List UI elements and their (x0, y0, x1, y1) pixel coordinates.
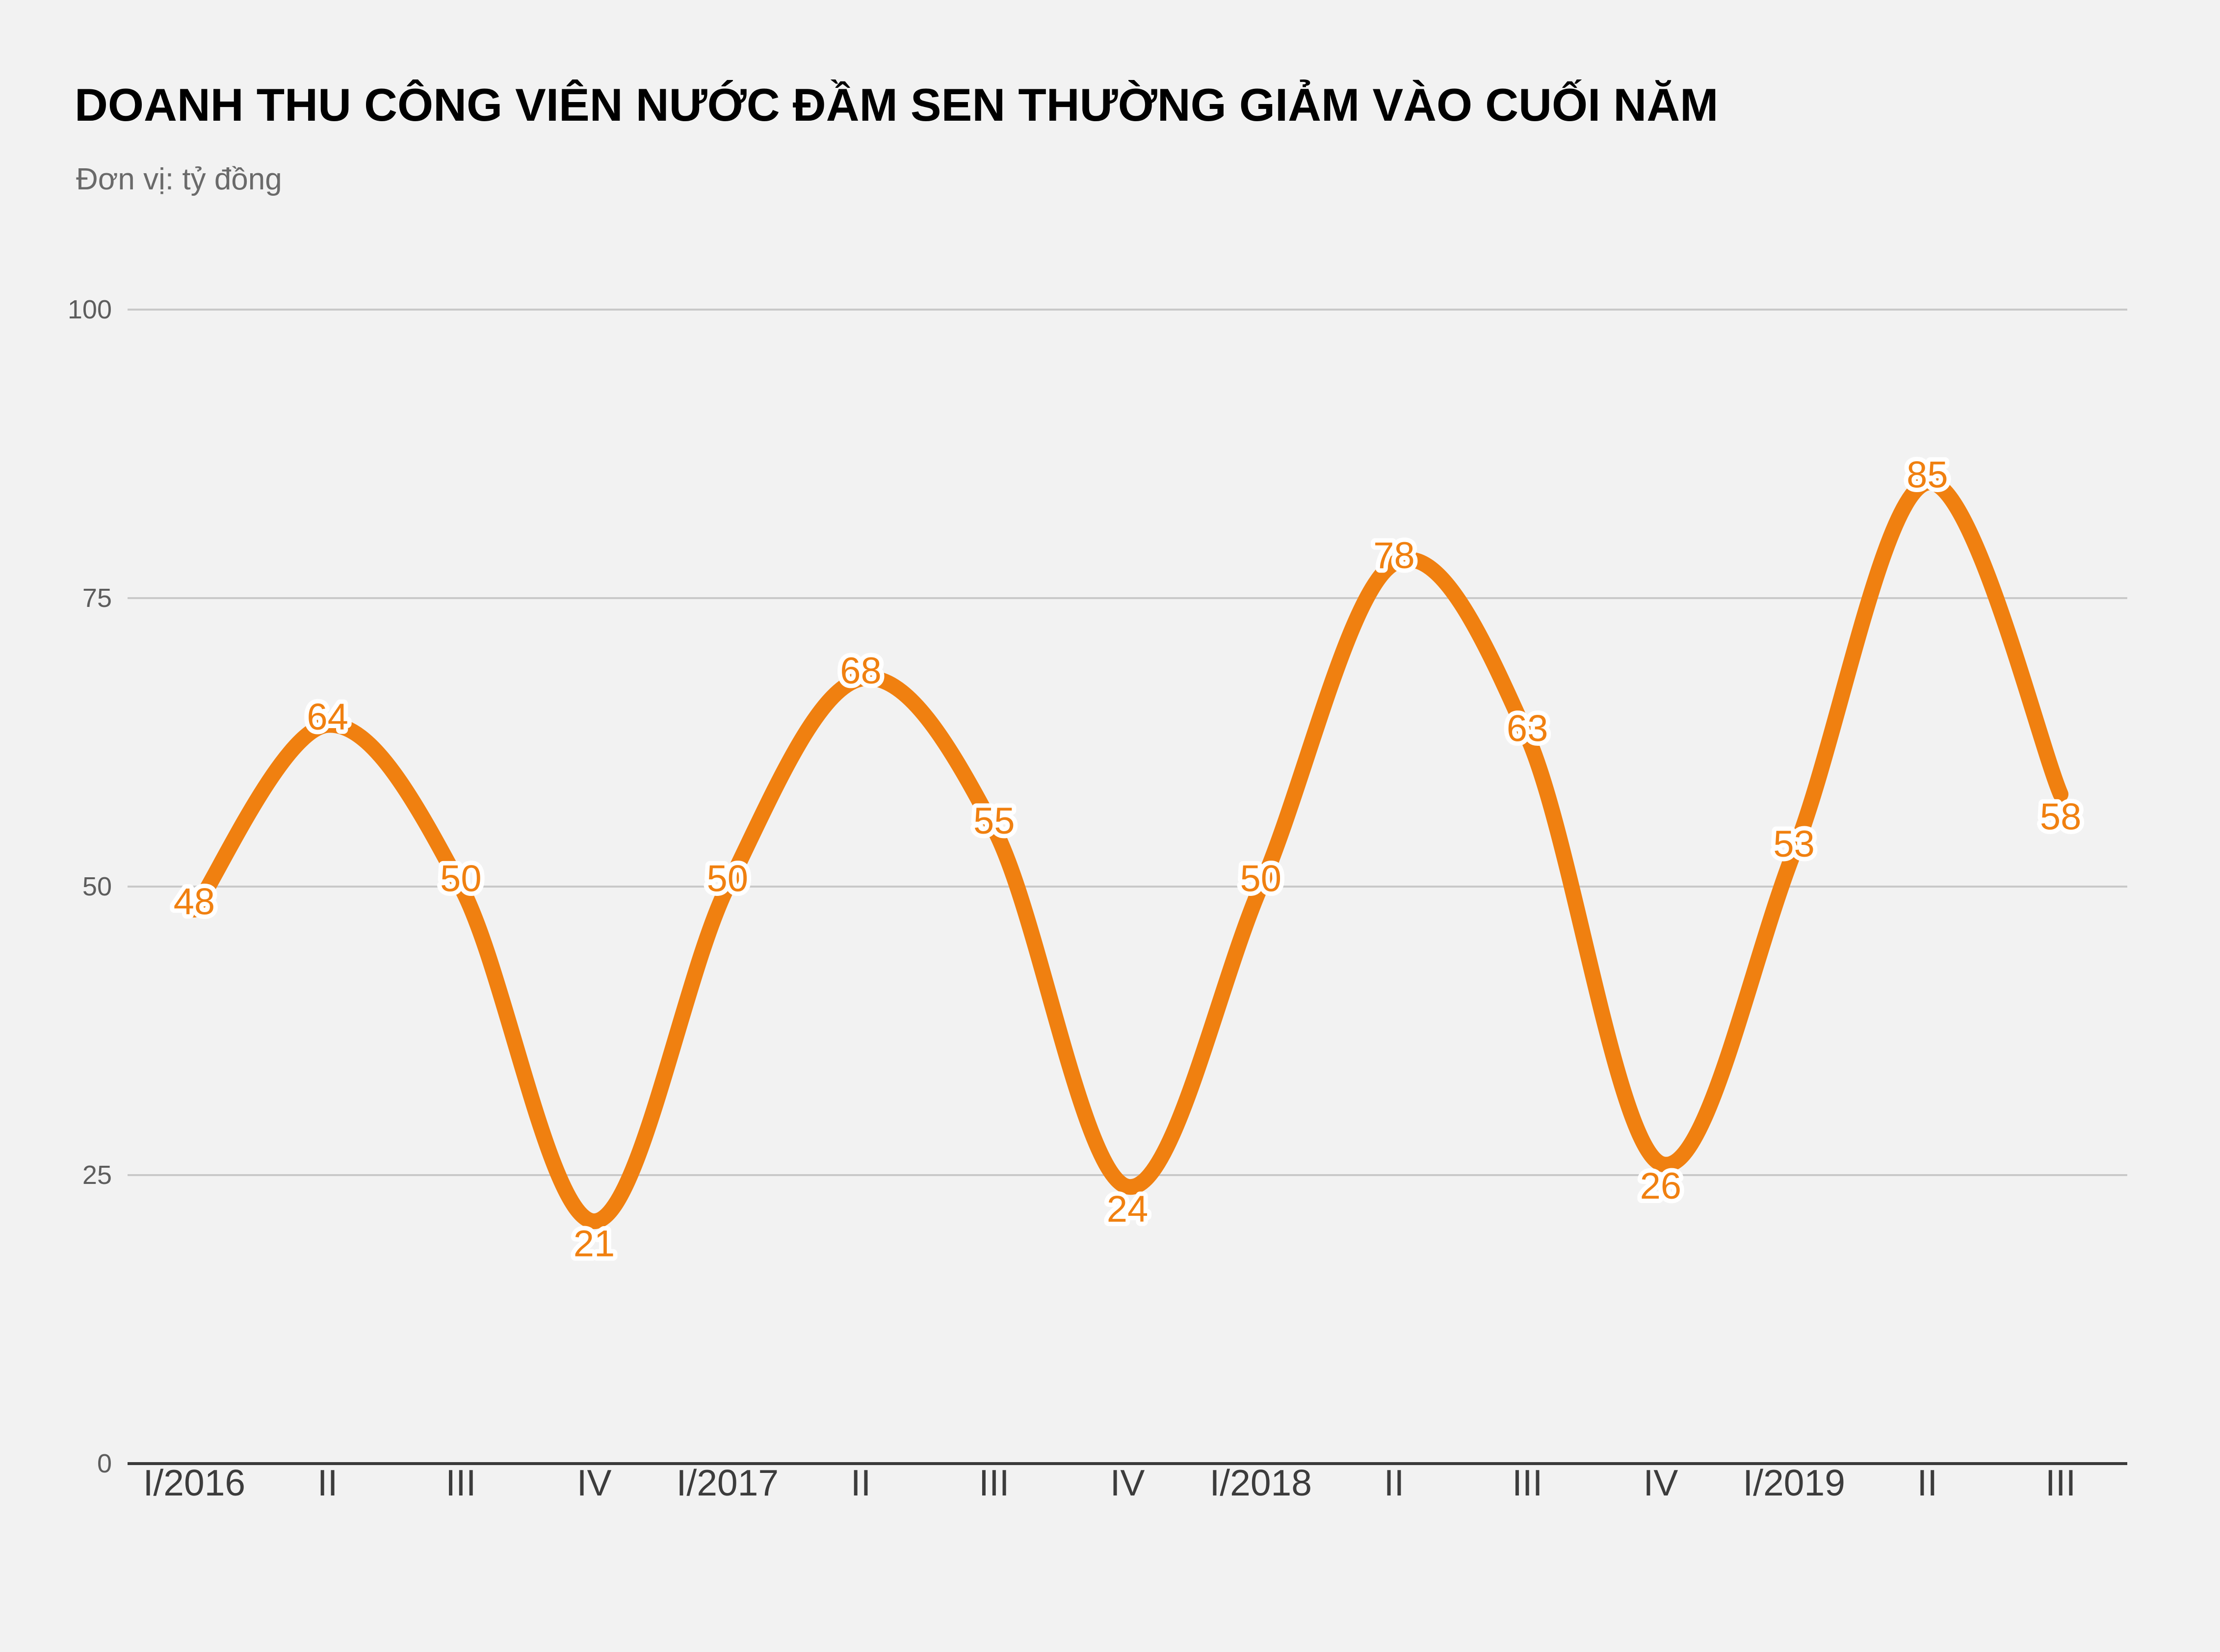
y-tick-label: 75 (82, 583, 112, 613)
x-tick-label: III (2045, 1462, 2076, 1503)
data-point-label: 24 (1107, 1188, 1149, 1230)
data-point-label: 50 (707, 858, 749, 900)
x-tick-label: I/2019 (1743, 1462, 1845, 1503)
data-point-label: 48 (174, 881, 215, 923)
data-point-label: 63 (1507, 708, 1548, 750)
data-point-label: 55 (973, 800, 1015, 842)
x-tick-label: I/2016 (143, 1462, 246, 1503)
data-point-label: 68 (840, 650, 882, 692)
data-point-label: 50 (1240, 858, 1281, 900)
data-point-label: 50 (440, 858, 482, 900)
y-tick-label: 100 (68, 295, 112, 324)
chart-title: DOANH THU CÔNG VIÊN NƯỚC ĐẦM SEN THƯỜNG … (75, 79, 1719, 131)
x-tick-label: IV (1643, 1462, 1678, 1503)
data-point-label: 53 (1773, 823, 1815, 865)
x-tick-label: II (1384, 1462, 1405, 1503)
y-tick-label: 50 (82, 872, 112, 901)
data-point-label: 64 (307, 696, 348, 738)
x-tick-label: IV (577, 1462, 612, 1503)
data-point-label: 78 (1373, 535, 1415, 577)
chart-subtitle: Đơn vị: tỷ đồng (76, 162, 282, 196)
x-tick-label: I/2018 (1209, 1462, 1312, 1503)
x-tick-label: III (979, 1462, 1010, 1503)
y-tick-label: 25 (82, 1160, 112, 1190)
x-tick-label: II (851, 1462, 871, 1503)
x-tick-label: III (1512, 1462, 1543, 1503)
data-point-label: 26 (1640, 1165, 1682, 1207)
x-tick-label: II (1917, 1462, 1938, 1503)
revenue-line (186, 474, 2069, 1230)
data-point-label: 85 (1907, 454, 1948, 496)
y-tick-label: 0 (97, 1449, 112, 1478)
x-tick-label: I/2017 (677, 1462, 779, 1503)
x-tick-label: IV (1110, 1462, 1145, 1503)
data-point-label: 58 (2040, 796, 2082, 838)
x-tick-label: III (445, 1462, 476, 1503)
x-tick-label: II (317, 1462, 338, 1503)
data-point-label: 21 (574, 1223, 615, 1265)
